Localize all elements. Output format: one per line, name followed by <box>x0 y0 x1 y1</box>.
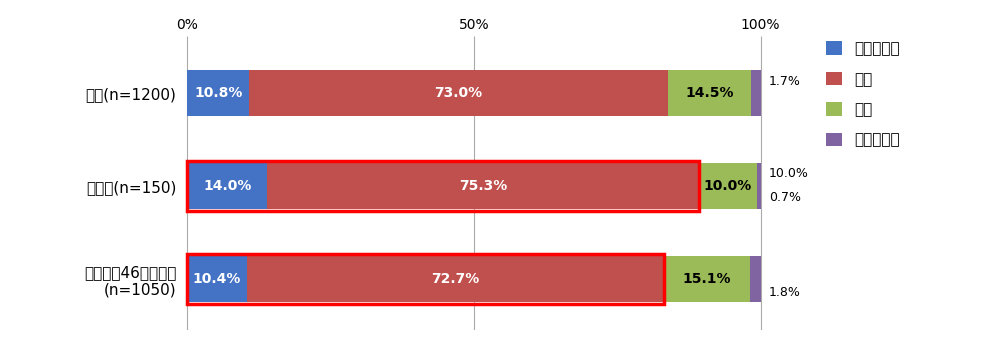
Bar <box>187 254 663 304</box>
Text: 10.0%: 10.0% <box>769 167 809 180</box>
Bar <box>750 256 760 302</box>
Text: 1.7%: 1.7% <box>769 75 801 88</box>
Text: 10.0%: 10.0% <box>704 179 752 193</box>
Bar <box>757 163 760 209</box>
Text: 10.4%: 10.4% <box>193 272 241 286</box>
Text: 10.8%: 10.8% <box>194 86 242 100</box>
Bar <box>247 256 663 302</box>
Text: 14.5%: 14.5% <box>685 86 734 100</box>
Bar <box>667 70 751 117</box>
Text: 1.8%: 1.8% <box>769 286 801 299</box>
Text: 15.1%: 15.1% <box>682 272 731 286</box>
Bar <box>751 70 760 117</box>
Bar <box>267 163 700 209</box>
Text: 14.0%: 14.0% <box>204 179 252 193</box>
Bar <box>187 256 247 302</box>
Bar <box>249 70 667 117</box>
Text: 75.3%: 75.3% <box>460 179 507 193</box>
Bar <box>663 256 750 302</box>
Text: 72.7%: 72.7% <box>431 272 480 286</box>
Bar <box>700 163 757 209</box>
Text: 73.0%: 73.0% <box>434 86 483 100</box>
Bar <box>187 70 249 117</box>
Bar <box>187 163 267 209</box>
Text: 0.7%: 0.7% <box>769 191 801 204</box>
Bar <box>187 161 700 211</box>
Legend: とても良い, 良い, 悪い, とても悪い: とても良い, 良い, 悪い, とても悪い <box>821 35 905 154</box>
